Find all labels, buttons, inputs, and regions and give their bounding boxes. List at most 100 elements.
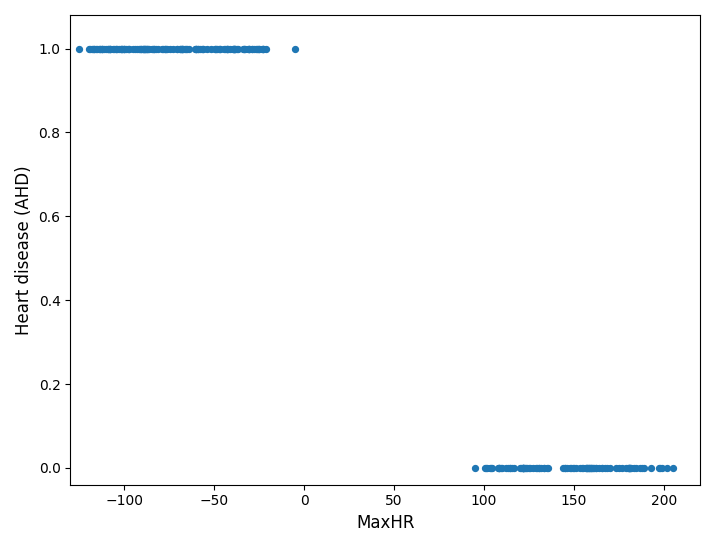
Point bbox=[565, 463, 576, 472]
Point bbox=[157, 44, 169, 53]
Point bbox=[508, 463, 520, 472]
Point bbox=[94, 44, 106, 53]
Point bbox=[232, 44, 244, 53]
Point bbox=[568, 463, 580, 472]
Point bbox=[93, 44, 104, 53]
Point bbox=[613, 463, 625, 472]
Point bbox=[504, 463, 516, 472]
Point bbox=[160, 44, 172, 53]
Point bbox=[626, 463, 637, 472]
Point bbox=[538, 463, 549, 472]
Point bbox=[96, 44, 107, 53]
Point bbox=[179, 44, 191, 53]
Point bbox=[630, 463, 641, 472]
Point bbox=[623, 463, 634, 472]
Point bbox=[559, 463, 571, 472]
Point bbox=[587, 463, 598, 472]
Point bbox=[497, 463, 508, 472]
Point bbox=[621, 463, 632, 472]
Point bbox=[167, 44, 179, 53]
Point bbox=[517, 463, 528, 472]
Point bbox=[174, 44, 185, 53]
Point bbox=[541, 463, 553, 472]
Point bbox=[74, 44, 85, 53]
Point bbox=[149, 44, 160, 53]
Y-axis label: Heart disease (AHD): Heart disease (AHD) bbox=[15, 165, 33, 335]
Point bbox=[100, 44, 112, 53]
Point bbox=[141, 44, 152, 53]
Point bbox=[197, 44, 208, 53]
Point bbox=[148, 44, 159, 53]
Point bbox=[253, 44, 265, 53]
Point bbox=[519, 463, 531, 472]
Point bbox=[583, 463, 594, 472]
Point bbox=[220, 44, 231, 53]
Point bbox=[222, 44, 234, 53]
Point bbox=[232, 44, 243, 53]
Point bbox=[591, 463, 602, 472]
Point bbox=[581, 463, 593, 472]
Point bbox=[111, 44, 122, 53]
Point bbox=[244, 44, 255, 53]
Point bbox=[121, 44, 132, 53]
Point bbox=[667, 463, 679, 472]
Point bbox=[515, 463, 526, 472]
Point bbox=[222, 44, 233, 53]
Point bbox=[214, 44, 226, 53]
Point bbox=[197, 44, 209, 53]
Point bbox=[104, 44, 116, 53]
Point bbox=[214, 44, 225, 53]
Point bbox=[623, 463, 635, 472]
Point bbox=[495, 463, 506, 472]
Point bbox=[139, 44, 151, 53]
Point bbox=[113, 44, 124, 53]
Point bbox=[112, 44, 123, 53]
Point bbox=[493, 463, 505, 472]
Point bbox=[577, 463, 588, 472]
Point bbox=[533, 463, 545, 472]
Point bbox=[189, 44, 201, 53]
Point bbox=[177, 44, 188, 53]
Point bbox=[561, 463, 573, 472]
Point bbox=[197, 44, 209, 53]
Point bbox=[147, 44, 159, 53]
Point bbox=[176, 44, 187, 53]
Point bbox=[521, 463, 533, 472]
Point bbox=[190, 44, 202, 53]
Point bbox=[209, 44, 221, 53]
Point bbox=[638, 463, 649, 472]
Point bbox=[97, 44, 108, 53]
Point bbox=[222, 44, 233, 53]
Point bbox=[190, 44, 202, 53]
Point bbox=[221, 44, 232, 53]
Point bbox=[654, 463, 666, 472]
Point bbox=[227, 44, 239, 53]
Point bbox=[152, 44, 164, 53]
Point bbox=[502, 463, 513, 472]
Point bbox=[96, 44, 107, 53]
Point bbox=[137, 44, 149, 53]
Point bbox=[622, 463, 633, 472]
Point bbox=[129, 44, 141, 53]
Point bbox=[481, 463, 493, 472]
Point bbox=[127, 44, 139, 53]
Point bbox=[211, 44, 222, 53]
Point bbox=[656, 463, 667, 472]
Point bbox=[230, 44, 241, 53]
Point bbox=[518, 463, 529, 472]
Point bbox=[116, 44, 127, 53]
Point bbox=[596, 463, 607, 472]
Point bbox=[139, 44, 151, 53]
Point bbox=[538, 463, 549, 472]
Point bbox=[243, 44, 255, 53]
Point bbox=[139, 44, 150, 53]
Point bbox=[576, 463, 588, 472]
Point bbox=[624, 463, 636, 472]
Point bbox=[582, 463, 593, 472]
Point bbox=[108, 44, 119, 53]
Point bbox=[214, 44, 225, 53]
Point bbox=[517, 463, 528, 472]
Point bbox=[581, 463, 592, 472]
Point bbox=[104, 44, 116, 53]
Point bbox=[228, 44, 240, 53]
